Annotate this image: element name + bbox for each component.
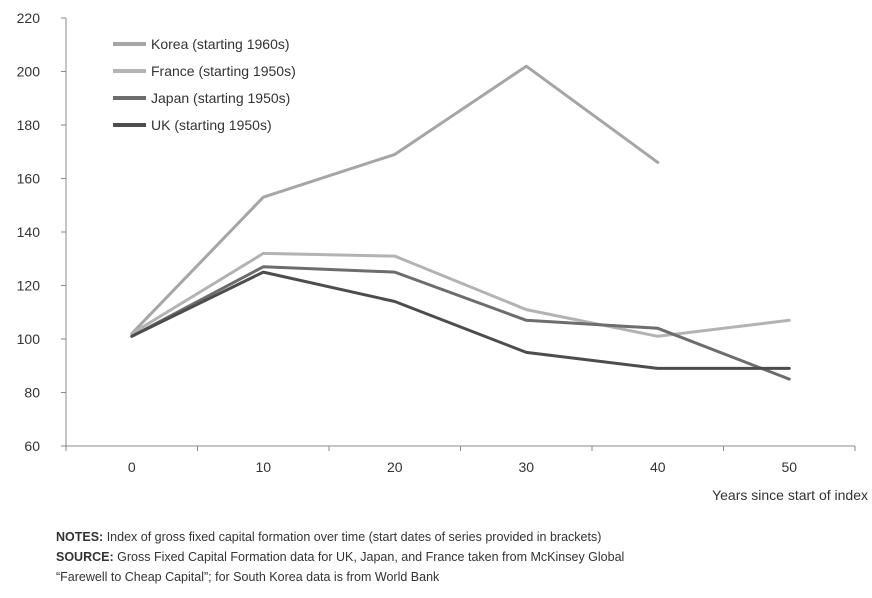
source-line-2: “Farewell to Cheap Capital”; for South K… <box>56 567 868 587</box>
notes-line: NOTES: Index of gross fixed capital form… <box>56 527 868 547</box>
x-axis-label: Years since start of index <box>712 487 868 503</box>
x-tick-label: 40 <box>650 459 666 475</box>
y-tick-label: 160 <box>17 171 41 187</box>
chart-notes: NOTES: Index of gross fixed capital form… <box>56 527 868 587</box>
y-tick-label: 80 <box>24 385 40 401</box>
legend-label: UK (starting 1950s) <box>151 117 272 133</box>
y-tick-label: 220 <box>17 10 41 26</box>
line-chart: 60 80 100 120 140 160 180 200 220 0 10 20 30 40 50 Year… <box>17 10 868 503</box>
y-tick-label: 100 <box>17 331 41 347</box>
source-text: Gross Fixed Capital Formation data for U… <box>113 550 625 564</box>
series-line <box>130 251 791 338</box>
legend-label: Korea (starting 1960s) <box>151 36 290 52</box>
y-tick-label: 180 <box>17 117 41 133</box>
x-tick-label: 0 <box>128 459 136 475</box>
notes-label: NOTES: <box>56 530 104 544</box>
series-line <box>130 265 791 381</box>
watermark-mark <box>813 502 866 598</box>
x-tick-label: 50 <box>781 459 797 475</box>
y-tick-label: 60 <box>24 438 40 454</box>
y-tick-label: 140 <box>17 224 41 240</box>
y-tick-label: 120 <box>17 278 41 294</box>
series-line <box>130 270 791 370</box>
y-tick-label: 200 <box>17 64 41 80</box>
series-line <box>130 64 660 336</box>
source-text-2: “Farewell to Cheap Capital”; for South K… <box>56 570 440 584</box>
source-line: SOURCE: Gross Fixed Capital Formation da… <box>56 547 868 567</box>
legend-label: France (starting 1950s) <box>151 63 296 79</box>
x-tick-label: 20 <box>387 459 403 475</box>
source-label: SOURCE: <box>56 550 114 564</box>
x-tick-label: 30 <box>518 459 534 475</box>
x-tick-label: 10 <box>255 459 271 475</box>
legend-label: Japan (starting 1950s) <box>151 90 290 106</box>
notes-text: Index of gross fixed capital formation o… <box>103 530 602 544</box>
